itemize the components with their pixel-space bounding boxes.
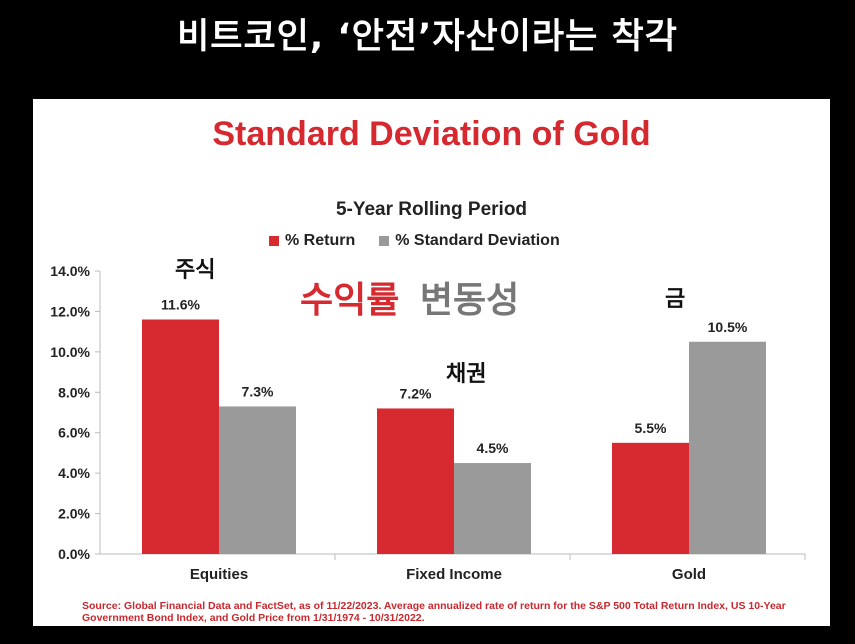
data-label: 7.2% xyxy=(400,385,432,401)
annotation-gold: 금 xyxy=(665,287,686,312)
overlay-return: 수익률 xyxy=(300,280,400,321)
overlay-volatility: 변동성 xyxy=(419,280,520,321)
legend-item-stdev: % Standard Deviation xyxy=(379,232,560,250)
legend-swatch-stdev xyxy=(379,236,390,246)
x-category-label: Gold xyxy=(672,566,706,583)
y-tick-label: 2.0% xyxy=(58,506,90,522)
page-title: 비트코인, ‘안전’자산이라는 착각 xyxy=(177,17,678,57)
overlay-text: 수익률 변동성 xyxy=(300,271,519,323)
data-label: 7.3% xyxy=(242,383,274,399)
chart-plot: 0.0% 2.0% 4.0% 6.0% 8.0% 10.0% 12.0% 14.0% 11.6%… xyxy=(50,263,806,583)
legend-swatch-return xyxy=(269,236,279,246)
annotation-fixed-income: 채권 xyxy=(446,362,487,387)
data-label: 11.6% xyxy=(161,297,200,313)
bar-return xyxy=(142,319,219,554)
chart-title: Standard Deviation of Gold xyxy=(212,115,651,153)
y-tick-label: 10.0% xyxy=(50,344,90,360)
bar-return xyxy=(377,408,454,554)
legend: % Return % Standard Deviation xyxy=(269,232,584,250)
legend-label-return: % Return xyxy=(285,232,356,249)
source-note: Source: Global Financial Data and FactSe… xyxy=(82,600,786,624)
legend-label-stdev: % Standard Deviation xyxy=(395,232,560,249)
x-category-label: Fixed Income xyxy=(406,566,502,583)
y-tick-label: 6.0% xyxy=(58,425,90,441)
annotation-equities: 주식 xyxy=(175,258,216,283)
y-tick-label: 4.0% xyxy=(58,465,90,481)
chart-slide: Standard Deviation of Gold 5-Year Rollin… xyxy=(33,99,830,626)
bar-return xyxy=(612,442,689,554)
y-tick-label: 14.0% xyxy=(50,263,90,279)
data-label: 10.5% xyxy=(708,319,748,335)
bar-stdev xyxy=(219,406,296,554)
x-category-label: Equities xyxy=(190,566,248,583)
y-tick-label: 8.0% xyxy=(58,384,90,400)
data-label: 5.5% xyxy=(635,420,667,436)
bar-stdev xyxy=(689,341,766,554)
y-tick-label: 0.0% xyxy=(58,546,90,562)
data-label: 4.5% xyxy=(477,440,509,456)
legend-item-return: % Return xyxy=(269,232,355,250)
bar-stdev xyxy=(454,463,531,554)
y-tick-label: 12.0% xyxy=(50,303,90,319)
chart-subtitle: 5-Year Rolling Period xyxy=(335,199,528,220)
